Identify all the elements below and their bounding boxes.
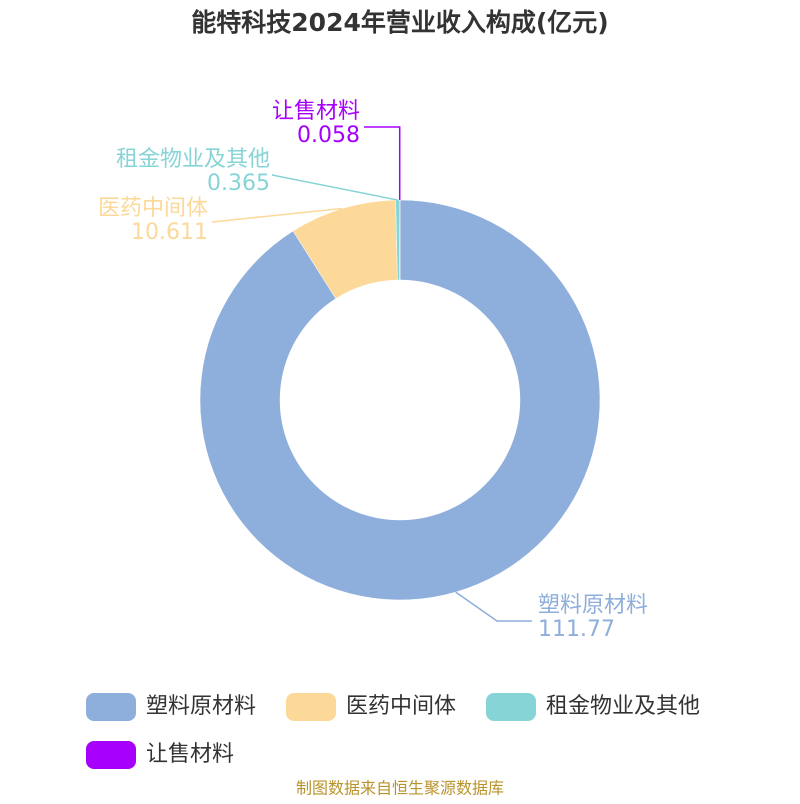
source-note: 制图数据来自恒生聚源数据库: [296, 779, 504, 798]
data-label-value: 10.611: [131, 220, 208, 245]
data-label-name: 让售材料: [272, 99, 360, 124]
legend-swatch: [86, 741, 136, 769]
legend-label: 让售材料: [146, 742, 234, 767]
legend-label: 医药中间体: [346, 694, 456, 719]
data-label-value: 0.365: [207, 171, 270, 196]
donut-slice: [399, 199, 401, 281]
leader-line: [211, 207, 343, 223]
legend-label: 塑料原材料: [146, 694, 256, 719]
data-label-value: 0.058: [297, 123, 360, 148]
donut-slice: [199, 199, 601, 601]
chart-title: 能特科技2024年营业收入构成(亿元): [191, 8, 608, 37]
leader-line: [364, 126, 401, 200]
leader-line: [455, 591, 532, 622]
legend-swatch: [286, 693, 336, 721]
data-label-name: 租金物业及其他: [116, 147, 270, 172]
legend-swatch: [486, 693, 536, 721]
legend-swatch: [86, 693, 136, 721]
data-label-value: 111.77: [538, 617, 615, 642]
data-label-name: 塑料原材料: [538, 593, 648, 618]
leader-line: [271, 174, 398, 201]
legend-label: 租金物业及其他: [546, 694, 700, 719]
data-label-name: 医药中间体: [98, 196, 208, 221]
